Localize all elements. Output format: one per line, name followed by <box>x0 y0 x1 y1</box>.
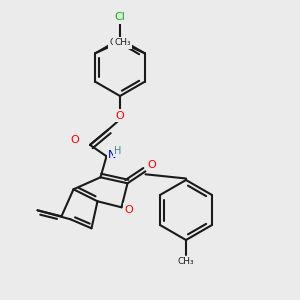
Text: CH₃: CH₃ <box>114 38 131 47</box>
Text: CH₃: CH₃ <box>109 38 126 47</box>
Text: O: O <box>148 160 157 170</box>
Text: CH₃: CH₃ <box>178 257 194 266</box>
Text: H: H <box>114 146 122 156</box>
Text: Cl: Cl <box>115 12 125 22</box>
Text: N: N <box>108 150 116 160</box>
Text: O: O <box>124 205 134 215</box>
Text: O: O <box>70 135 79 146</box>
Text: O: O <box>116 111 124 121</box>
